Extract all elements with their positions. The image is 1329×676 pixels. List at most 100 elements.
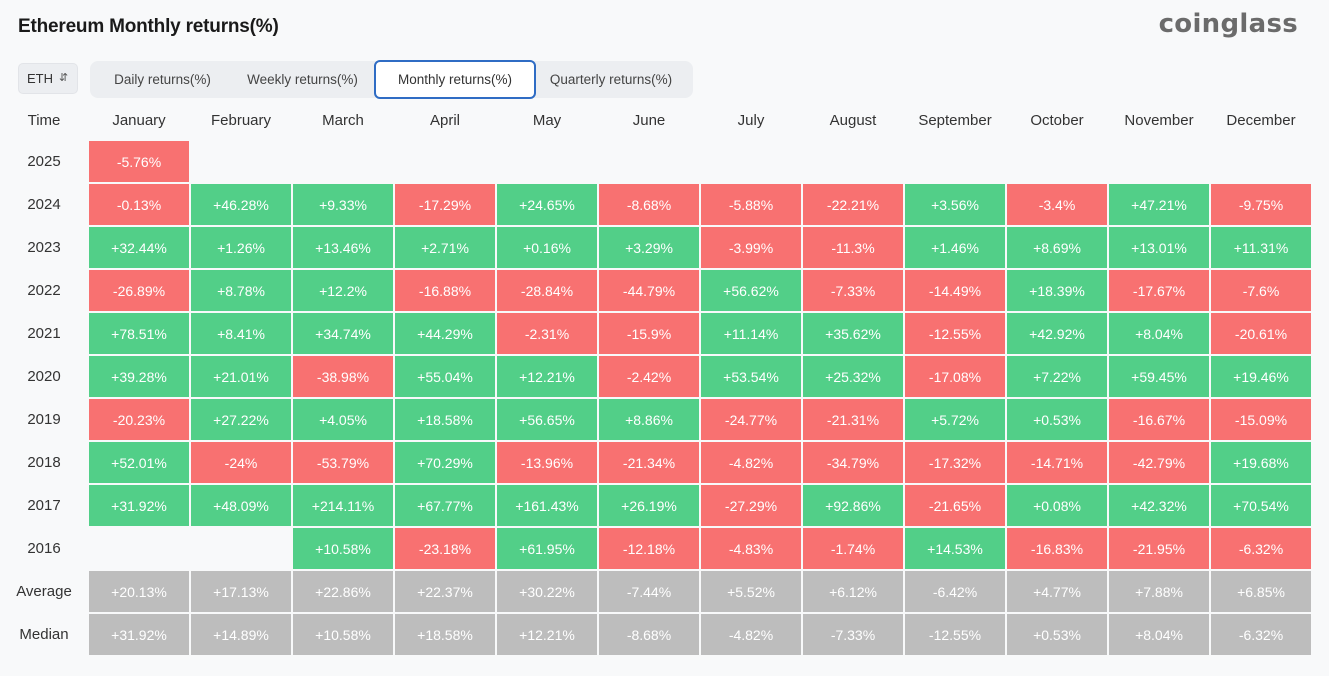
row-label-2023: 2023 — [27, 239, 61, 256]
return-cell-2022-february: +8.78% — [191, 270, 291, 311]
return-cell-2023-september: +1.46% — [905, 227, 1005, 268]
return-cell-2023-december: +11.31% — [1211, 227, 1311, 268]
return-cell-2018-march: -53.79% — [293, 442, 393, 483]
return-cell-median-february: +14.89% — [191, 614, 291, 655]
return-cell-2023-may: +0.16% — [497, 227, 597, 268]
tab-daily-returns[interactable]: Daily returns(%) — [114, 72, 211, 87]
row-label-median: Median — [19, 626, 69, 643]
return-cell-2023-march: +13.46% — [293, 227, 393, 268]
return-cell-2023-february: +1.26% — [191, 227, 291, 268]
column-header-august: August — [829, 111, 877, 129]
asset-select[interactable]: ETH ⇵ — [18, 63, 78, 94]
asset-select-value: ETH — [27, 71, 53, 86]
return-cell-2018-january: +52.01% — [89, 442, 189, 483]
return-cell-average-june: -7.44% — [599, 571, 699, 612]
returns-tabs: Daily returns(%) Weekly returns(%) Month… — [90, 60, 693, 99]
return-cell-2016-september: +14.53% — [905, 528, 1005, 569]
return-cell-2017-january: +31.92% — [89, 485, 189, 526]
return-cell-average-august: +6.12% — [803, 571, 903, 612]
return-cell-2016-july: -4.83% — [701, 528, 801, 569]
return-cell-median-october: +0.53% — [1007, 614, 1107, 655]
return-cell-2021-december: -20.61% — [1211, 313, 1311, 354]
return-cell-2018-september: -17.32% — [905, 442, 1005, 483]
coinglass-logo: coinglass — [1158, 9, 1298, 39]
tab-monthly-returns[interactable]: Monthly returns(%) — [374, 60, 536, 99]
return-cell-median-june: -8.68% — [599, 614, 699, 655]
return-cell-median-august: -7.33% — [803, 614, 903, 655]
return-cell-2016-december: -6.32% — [1211, 528, 1311, 569]
row-label-2018: 2018 — [27, 454, 61, 471]
return-cell-2021-january: +78.51% — [89, 313, 189, 354]
return-cell-2018-august: -34.79% — [803, 442, 903, 483]
return-cell-2024-october: -3.4% — [1007, 184, 1107, 225]
return-cell-2022-july: +56.62% — [701, 270, 801, 311]
return-cell-2024-september: +3.56% — [905, 184, 1005, 225]
return-cell-2023-july: -3.99% — [701, 227, 801, 268]
return-cell-2018-december: +19.68% — [1211, 442, 1311, 483]
return-cell-2021-october: +42.92% — [1007, 313, 1107, 354]
column-header-june: June — [632, 111, 666, 129]
tab-quarterly-returns[interactable]: Quarterly returns(%) — [549, 72, 673, 87]
return-cell-average-april: +22.37% — [395, 571, 495, 612]
return-cell-2022-march: +12.2% — [293, 270, 393, 311]
return-cell-2017-august: +92.86% — [803, 485, 903, 526]
return-cell-2020-february: +21.01% — [191, 356, 291, 397]
return-cell-2023-june: +3.29% — [599, 227, 699, 268]
return-cell-2020-august: +25.32% — [803, 356, 903, 397]
return-cell-2024-april: -17.29% — [395, 184, 495, 225]
return-cell-2017-march: +214.11% — [293, 485, 393, 526]
return-cell-2022-december: -7.6% — [1211, 270, 1311, 311]
return-cell-2017-april: +67.77% — [395, 485, 495, 526]
return-cell-2022-may: -28.84% — [497, 270, 597, 311]
return-cell-2019-december: -15.09% — [1211, 399, 1311, 440]
return-cell-2018-july: -4.82% — [701, 442, 801, 483]
return-cell-2022-august: -7.33% — [803, 270, 903, 311]
return-cell-2016-august: -1.74% — [803, 528, 903, 569]
return-cell-median-september: -12.55% — [905, 614, 1005, 655]
chevron-up-down-icon: ⇵ — [59, 72, 69, 84]
return-cell-2022-january: -26.89% — [89, 270, 189, 311]
return-cell-2021-april: +44.29% — [395, 313, 495, 354]
return-cell-2016-march: +10.58% — [293, 528, 393, 569]
column-header-december: December — [1226, 111, 1296, 129]
row-label-2022: 2022 — [27, 282, 61, 299]
return-cell-2021-august: +35.62% — [803, 313, 903, 354]
return-cell-2019-march: +4.05% — [293, 399, 393, 440]
return-cell-2021-september: -12.55% — [905, 313, 1005, 354]
return-cell-2021-march: +34.74% — [293, 313, 393, 354]
column-header-march: March — [322, 111, 364, 129]
return-cell-2017-november: +42.32% — [1109, 485, 1209, 526]
return-cell-2020-october: +7.22% — [1007, 356, 1107, 397]
column-header-november: November — [1124, 111, 1194, 129]
return-cell-median-january: +31.92% — [89, 614, 189, 655]
return-cell-2022-april: -16.88% — [395, 270, 495, 311]
return-cell-2020-january: +39.28% — [89, 356, 189, 397]
column-header-july: July — [737, 111, 765, 129]
return-cell-2021-february: +8.41% — [191, 313, 291, 354]
return-cell-2019-june: +8.86% — [599, 399, 699, 440]
return-cell-2019-october: +0.53% — [1007, 399, 1107, 440]
column-header-april: April — [429, 111, 460, 129]
return-cell-2022-september: -14.49% — [905, 270, 1005, 311]
return-cell-2024-august: -22.21% — [803, 184, 903, 225]
row-label-2025: 2025 — [27, 153, 61, 170]
return-cell-2022-june: -44.79% — [599, 270, 699, 311]
tab-weekly-returns[interactable]: Weekly returns(%) — [247, 72, 358, 87]
return-cell-2020-november: +59.45% — [1109, 356, 1209, 397]
return-cell-2020-may: +12.21% — [497, 356, 597, 397]
return-cell-2016-april: -23.18% — [395, 528, 495, 569]
return-cell-2017-february: +48.09% — [191, 485, 291, 526]
return-cell-median-november: +8.04% — [1109, 614, 1209, 655]
return-cell-2017-december: +70.54% — [1211, 485, 1311, 526]
return-cell-2019-february: +27.22% — [191, 399, 291, 440]
return-cell-2022-november: -17.67% — [1109, 270, 1209, 311]
return-cell-2021-may: -2.31% — [497, 313, 597, 354]
return-cell-2021-june: -15.9% — [599, 313, 699, 354]
return-cell-2018-may: -13.96% — [497, 442, 597, 483]
column-header-time: Time — [27, 111, 61, 129]
return-cell-2024-february: +46.28% — [191, 184, 291, 225]
return-cell-average-october: +4.77% — [1007, 571, 1107, 612]
return-cell-2020-july: +53.54% — [701, 356, 801, 397]
column-header-october: October — [1030, 111, 1084, 129]
